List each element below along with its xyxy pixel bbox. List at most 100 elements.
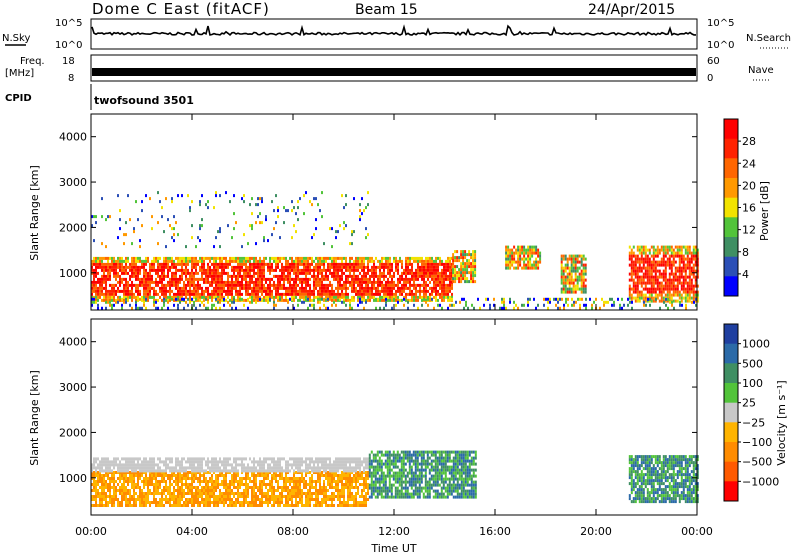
- power-echo-cell: [223, 256, 225, 260]
- power-echo-cell: [235, 280, 237, 284]
- power-echo-cell: [439, 303, 441, 307]
- power-echo-cell: [125, 286, 127, 290]
- power-echo-cell: [543, 297, 545, 301]
- power-echo-cell: [407, 280, 409, 284]
- power-echo-cell: [173, 283, 175, 287]
- power-echo-cell: [367, 256, 369, 260]
- power-echo-cell: [576, 287, 579, 291]
- power-echo-cell: [670, 278, 673, 282]
- power-echo-cell: [694, 257, 697, 261]
- velocity-echo-cell: [323, 498, 325, 501]
- power-echo-cell: [339, 297, 341, 301]
- power-echo-cell: [674, 287, 677, 291]
- power-echo-cell: [231, 289, 233, 293]
- nave-tick-bottom: 0: [707, 73, 713, 84]
- power-echo-cell: [185, 259, 187, 263]
- power-echo-cell: [460, 271, 463, 275]
- power-echo-cell: [221, 280, 223, 284]
- power-echo-cell: [393, 280, 395, 284]
- velocity-echo-cell: [281, 474, 283, 477]
- power-echo-cell: [447, 274, 449, 278]
- power-echo-cell: [249, 280, 251, 284]
- power-echo-cell: [251, 274, 253, 278]
- power-echo-cell: [219, 256, 221, 260]
- velocity-echo-cell: [167, 474, 169, 477]
- velocity-echo-cell: [309, 492, 311, 495]
- velocity-echo-cell: [235, 498, 237, 501]
- power-echo-cell: [317, 292, 319, 296]
- velocity-echo-cell: [247, 501, 249, 504]
- power-echo-cell: [527, 254, 530, 258]
- power-echo-cell: [527, 297, 529, 301]
- power-echo-cell: [525, 257, 528, 261]
- power-echo-cell: [283, 271, 285, 275]
- power-echo-cell: [227, 300, 229, 304]
- power-echo-cell: [662, 275, 665, 279]
- power-echo-cell: [117, 300, 119, 304]
- power-echo-cell: [493, 297, 495, 301]
- power-echo-cell: [688, 257, 691, 261]
- power-echo-cell: [519, 254, 522, 258]
- power-echo-cell: [299, 277, 301, 281]
- power-echo-cell: [375, 289, 377, 293]
- power-echo-cell: [327, 262, 329, 266]
- power-echo-cell: [403, 268, 405, 272]
- power-colorbar-swatch: [724, 256, 738, 277]
- power-echo-cell: [525, 266, 528, 270]
- velocity-echo-cell: [97, 495, 99, 498]
- velocity-echo-cell: [223, 495, 225, 498]
- power-echo-cell: [679, 303, 681, 307]
- power-echo-cell: [271, 262, 273, 266]
- power-echo-cell: [672, 290, 675, 294]
- power-echo-cell: [407, 300, 409, 304]
- power-echo-cell: [181, 256, 183, 260]
- power-echo-cell: [143, 300, 145, 304]
- power-echo-cell: [209, 292, 211, 296]
- velocity-echo-cell: [263, 483, 265, 486]
- power-echo-cell: [571, 303, 573, 307]
- velocity-echo-cell: [291, 492, 293, 495]
- power-echo-cell: [680, 260, 683, 264]
- power-echo-cell: [660, 287, 663, 291]
- power-echo-cell: [279, 268, 281, 272]
- power-echo-cell: [672, 281, 675, 285]
- power-echo-cell: [582, 269, 585, 273]
- power-echo-cell: [431, 277, 433, 281]
- power-echo-cell: [441, 292, 443, 296]
- power-echo-cell: [441, 298, 443, 302]
- velocity-echo-cell: [97, 463, 99, 467]
- power-echo-cell: [199, 259, 201, 263]
- velocity-echo-cell: [277, 474, 279, 477]
- velocity-echo-cell: [185, 480, 187, 483]
- velocity-echo-cell: [363, 471, 365, 474]
- power-echo-cell: [93, 280, 95, 284]
- power-echo-cell: [680, 248, 683, 252]
- velocity-echo-cell: [171, 471, 173, 474]
- power-echo-cell: [309, 268, 311, 272]
- power-echo-cell: [423, 277, 425, 281]
- power-echo-cell: [257, 259, 259, 263]
- power-echo-cell: [125, 271, 127, 275]
- power-echo-cell: [193, 274, 195, 278]
- power-echo-cell: [231, 280, 233, 284]
- power-echo-cell: [431, 271, 433, 275]
- velocity-echo-cell: [215, 495, 217, 498]
- power-echo-cell: [159, 256, 161, 260]
- velocity-echo-cell: [255, 486, 257, 489]
- power-echo-cell: [113, 256, 115, 260]
- power-echo-cell: [211, 271, 213, 275]
- power-echo-cell: [373, 262, 375, 266]
- power-echo-cell: [560, 263, 563, 267]
- power-echo-cell: [381, 259, 383, 263]
- velocity-echo-cell: [153, 501, 155, 504]
- power-echo-cell: [681, 303, 683, 307]
- power-echo-cell: [271, 256, 273, 260]
- velocity-echo-cell: [259, 504, 261, 507]
- power-echo-cell: [219, 259, 221, 263]
- power-echo-cell: [139, 245, 141, 249]
- power-echo-cell: [357, 274, 359, 278]
- velocity-echo-cell: [203, 501, 205, 504]
- velocity-echo-cell: [95, 504, 97, 507]
- velocity-echo-cell: [191, 495, 193, 498]
- power-echo-cell: [353, 265, 355, 269]
